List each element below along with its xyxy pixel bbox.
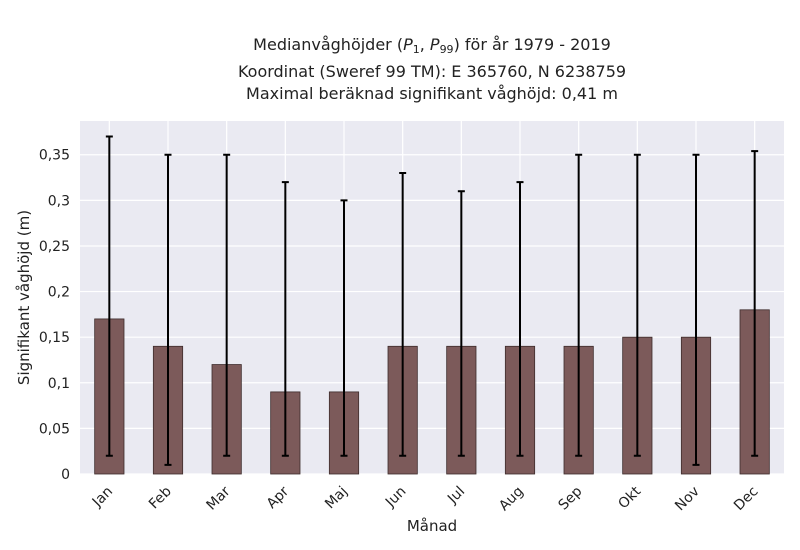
y-tick-label: 0,2 [48, 285, 70, 301]
x-tick-label: Sep [556, 483, 586, 513]
x-tick-label: Aug [496, 484, 527, 515]
title-p99-symbol: P [429, 35, 440, 54]
y-tick-label: 0,15 [39, 330, 70, 346]
title-separator: , [419, 35, 430, 54]
title-p1-symbol: P [403, 35, 413, 54]
x-tick-label: Nov [672, 484, 703, 515]
x-tick-label: Jun [382, 484, 409, 511]
x-tick-label: Dec [731, 484, 761, 514]
error-bars-group [105, 135, 759, 466]
y-tick-label: 0,25 [39, 239, 70, 255]
y-tick-label: 0,3 [48, 193, 70, 209]
x-tick-label: Jan [89, 484, 116, 511]
x-tick-label: Okt [615, 483, 644, 512]
chart-title: Medianvåghöjder (P1, P99) för år 1979 - … [80, 34, 784, 105]
x-axis-ticks: Jan Feb Mar Apr Maj Jun Jul Aug Sep Okt Nov Dec [89, 483, 762, 514]
y-tick-label: 0,05 [39, 421, 70, 437]
x-tick-label: Maj [322, 484, 351, 513]
x-axis-label: Månad [407, 517, 457, 535]
x-tick-label: Feb [146, 483, 175, 512]
plot-area [80, 121, 784, 474]
x-tick-label: Jul [444, 484, 468, 508]
title-p1-subscript: 1 [412, 43, 420, 56]
y-axis-ticks: 0 0,05 0,1 0,15 0,2 0,25 0,3 0,35 [39, 148, 70, 483]
title-p99-subscript: 99 [439, 43, 454, 56]
y-axis-label: Signifikant våghöjd (m) [15, 210, 33, 385]
x-tick-label: Mar [203, 483, 233, 513]
y-tick-label: 0,1 [48, 376, 70, 392]
y-tick-label: 0 [61, 467, 70, 483]
title-line-2: Koordinat (Sweref 99 TM): E 365760, N 62… [237, 62, 627, 81]
title-line-3: Maximal beräknad signifikant våghöjd: 0,… [246, 84, 618, 103]
title-suffix: ) för år 1979 - 2019 [453, 35, 611, 54]
y-tick-label: 0,35 [39, 148, 70, 164]
title-line-1: Medianvåghöjder (P1, P99) för år 1979 - … [80, 34, 784, 61]
x-tick-label: Apr [264, 483, 293, 512]
title-prefix: Medianvåghöjder ( [253, 35, 404, 54]
